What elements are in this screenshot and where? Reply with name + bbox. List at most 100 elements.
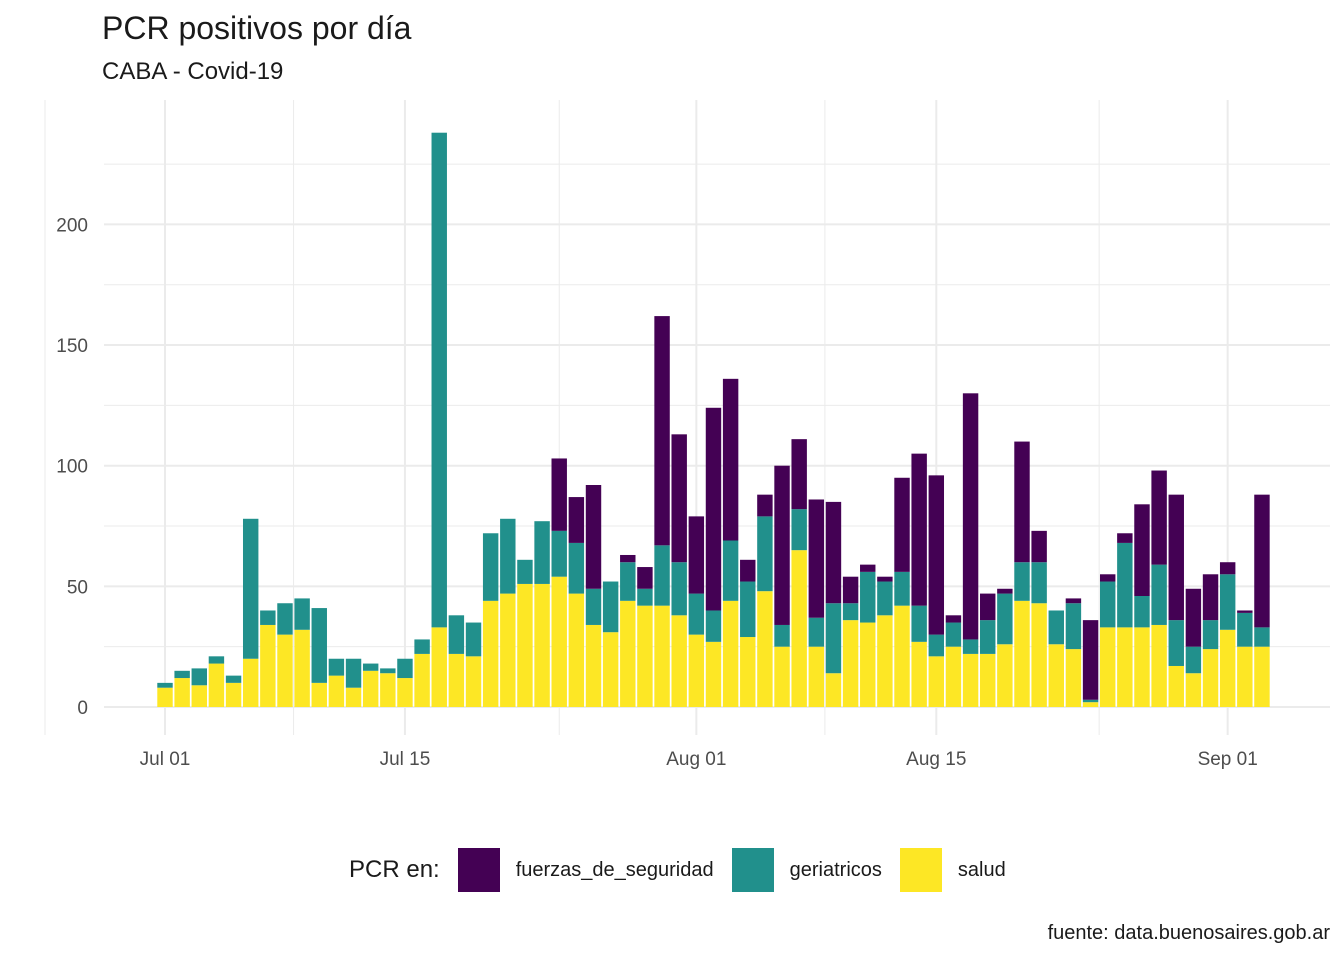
bar-salud-2020-07-12: [345, 687, 362, 707]
bar-fuerzas_de_seguridad-2020-08-23: [1065, 598, 1082, 604]
bar-geriatricos-2020-07-07: [260, 610, 276, 625]
legend: PCR en: fuerzas_de_seguridad geriatricos…: [349, 848, 1024, 892]
bar-salud-2020-07-29: [637, 605, 653, 707]
bar-fuerzas_de_seguridad-2020-08-21: [1031, 530, 1047, 563]
bar-fuerzas_de_seguridad-2020-08-07: [791, 439, 807, 510]
bar-salud-2020-07-25: [568, 593, 585, 707]
bar-geriatricos-2020-07-11: [328, 658, 345, 676]
bar-geriatricos-2020-07-24: [551, 530, 567, 577]
chart-subtitle: CABA - Covid-19: [102, 58, 284, 85]
grid-lines: [44, 100, 1330, 735]
bar-geriatricos-2020-07-21: [500, 518, 516, 594]
bar-geriatricos-2020-07-27: [602, 581, 619, 633]
legend-title: PCR en:: [349, 856, 440, 883]
bar-geriatricos-2020-08-28: [1151, 564, 1167, 625]
bar-salud-2020-07-30: [654, 605, 670, 707]
bar-geriatricos-2020-08-25: [1099, 581, 1116, 628]
bar-geriatricos-2020-08-10: [842, 603, 859, 621]
bar-geriatricos-2020-07-31: [671, 562, 687, 616]
bar-geriatricos-2020-08-26: [1117, 542, 1133, 628]
bar-salud-2020-07-23: [534, 583, 550, 707]
bar-geriatricos-2020-08-22: [1048, 610, 1064, 645]
bar-geriatricos-2020-08-21: [1031, 562, 1047, 604]
bar-salud-2020-07-06: [242, 658, 259, 707]
bar-geriatricos-2020-07-29: [637, 588, 653, 606]
bar-geriatricos-2020-08-13: [894, 571, 910, 606]
bar-salud-2020-07-02: [174, 678, 190, 707]
bar-fuerzas_de_seguridad-2020-08-05: [757, 494, 773, 517]
bar-salud-2020-08-18: [980, 653, 996, 707]
bar-chart: 0 50 100 150 200 Jul 01 Jul 15 Aug 01 Aug 15 Sep …: [44, 100, 1330, 770]
bar-fuerzas_de_seguridad-2020-08-12: [877, 576, 893, 582]
legend-label-geriatricos: geriatricos: [789, 858, 882, 881]
bar-fuerzas_de_seguridad-2020-08-16: [945, 615, 962, 623]
bar-geriatricos-2020-08-18: [980, 620, 996, 654]
bar-geriatricos-2020-08-31: [1202, 620, 1219, 650]
bar-fuerzas_de_seguridad-2020-07-30: [654, 316, 670, 546]
bar-fuerzas_de_seguridad-2020-08-06: [774, 465, 790, 625]
bar-salud-2020-08-07: [791, 550, 807, 707]
bar-geriatricos-2020-08-24: [1082, 699, 1099, 703]
bar-salud-2020-09-01: [1219, 629, 1236, 707]
bar-salud-2020-08-20: [1014, 600, 1030, 707]
bar-salud-2020-08-13: [894, 605, 910, 707]
bar-geriatricos-2020-08-09: [825, 603, 842, 674]
bar-salud-2020-08-15: [928, 656, 945, 707]
bar-geriatricos-2020-08-11: [860, 571, 876, 623]
legend-item-salud: salud: [899, 848, 1006, 892]
bar-salud-2020-08-16: [945, 646, 962, 707]
bar-salud-2020-07-01: [157, 687, 173, 707]
bar-fuerzas_de_seguridad-2020-08-31: [1202, 574, 1219, 621]
bar-geriatricos-2020-08-03: [722, 540, 739, 601]
bar-fuerzas_de_seguridad-2020-08-30: [1185, 588, 1202, 647]
bar-fuerzas_de_seguridad-2020-08-18: [980, 593, 996, 621]
bar-salud-2020-08-12: [877, 615, 893, 707]
bar-geriatricos-2020-08-14: [911, 605, 927, 642]
bar-fuerzas_de_seguridad-2020-08-27: [1134, 504, 1150, 597]
chart-title: PCR positivos por día: [102, 10, 412, 46]
bar-salud-2020-08-06: [774, 646, 790, 707]
bar-salud-2020-08-14: [911, 641, 927, 707]
bar-fuerzas_de_seguridad-2020-08-28: [1151, 470, 1167, 565]
x-tick-label: Sep 01: [1198, 749, 1258, 770]
bar-salud-2020-08-10: [842, 620, 859, 707]
bar-fuerzas_de_seguridad-2020-08-25: [1099, 574, 1116, 582]
bar-salud-2020-08-03: [722, 600, 739, 707]
bar-geriatricos-2020-08-07: [791, 509, 807, 551]
bar-salud-2020-07-27: [602, 632, 619, 707]
bar-fuerzas_de_seguridad-2020-08-08: [808, 499, 825, 618]
bar-geriatricos-2020-07-25: [568, 542, 585, 594]
bar-salud-2020-08-11: [860, 622, 876, 707]
bar-salud-2020-07-07: [260, 624, 276, 707]
bar-salud-2020-08-09: [825, 673, 842, 707]
y-tick-label: 150: [56, 336, 88, 357]
legend-label-salud: salud: [957, 858, 1006, 881]
bar-salud-2020-07-04: [208, 663, 225, 707]
bar-fuerzas_de_seguridad-2020-07-26: [585, 485, 602, 589]
bar-fuerzas_de_seguridad-2020-07-24: [551, 458, 567, 531]
bar-salud-2020-08-22: [1048, 644, 1064, 707]
bar-geriatricos-2020-08-23: [1065, 603, 1082, 650]
bar-geriatricos-2020-08-06: [774, 624, 790, 647]
bar-salud-2020-08-29: [1168, 665, 1184, 707]
bar-salud-2020-07-22: [517, 583, 533, 707]
bar-geriatricos-2020-07-04: [208, 656, 225, 664]
bar-salud-2020-08-25: [1099, 627, 1116, 707]
bar-fuerzas_de_seguridad-2020-07-29: [637, 567, 653, 589]
bar-salud-2020-07-10: [311, 682, 327, 707]
caption: fuente: data.buenosaires.gob.ar: [1047, 922, 1330, 944]
bar-fuerzas_de_seguridad-2020-08-11: [860, 564, 876, 572]
bar-geriatricos-2020-07-17: [431, 132, 447, 628]
bar-fuerzas_de_seguridad-2020-08-26: [1117, 533, 1133, 543]
bar-geriatricos-2020-08-05: [757, 516, 773, 592]
bar-salud-2020-07-09: [294, 629, 310, 707]
bar-salud-2020-08-04: [740, 637, 756, 707]
bar-fuerzas_de_seguridad-2020-08-01: [688, 516, 705, 594]
bar-salud-2020-08-24: [1082, 702, 1099, 707]
axis-ticks: 0 50 100 150 200 Jul 01 Jul 15 Aug 01 Aug 15 Sep …: [56, 215, 1258, 770]
bar-fuerzas_de_seguridad-2020-09-02: [1237, 610, 1253, 613]
bar-geriatricos-2020-08-12: [877, 581, 893, 616]
bar-salud-2020-07-08: [277, 634, 293, 707]
bar-salud-2020-08-05: [757, 591, 773, 707]
bar-geriatricos-2020-07-05: [225, 675, 242, 683]
